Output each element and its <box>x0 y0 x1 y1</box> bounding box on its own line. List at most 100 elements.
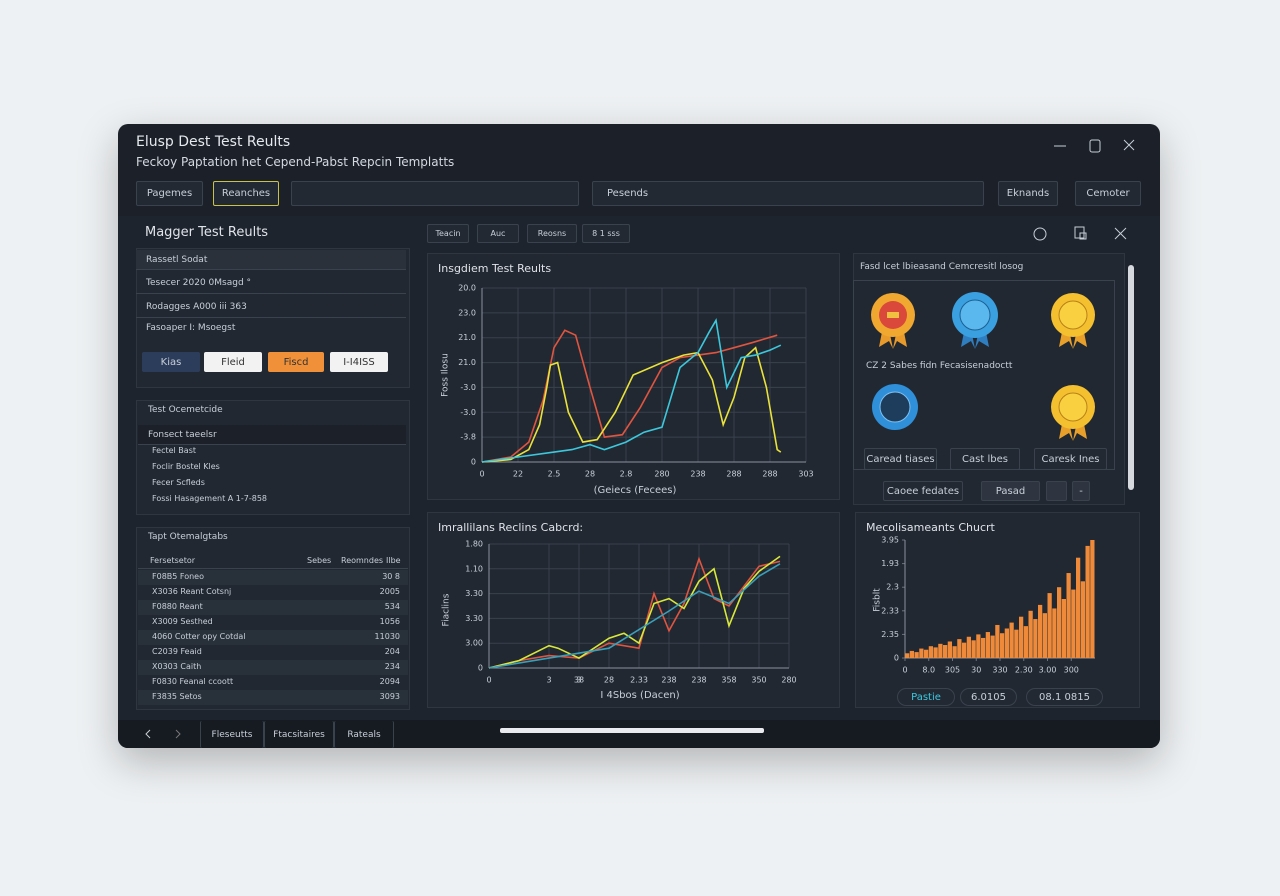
badge-action[interactable] <box>1046 481 1067 501</box>
footer-tab[interactable]: Ftacsitaires <box>264 721 334 748</box>
bar <box>952 646 957 658</box>
list-item[interactable]: Fossi Hasagement A 1-7-858 <box>152 494 268 503</box>
x-tick-label: 238 <box>690 470 705 479</box>
table-row[interactable] <box>138 675 408 690</box>
bar <box>1014 629 1019 658</box>
badge-button[interactable]: Caresk Ines <box>1034 448 1107 470</box>
input[interactable] <box>291 181 579 206</box>
table-row[interactable] <box>138 570 408 585</box>
badge-action[interactable]: - <box>1072 481 1090 501</box>
window-controls[interactable] <box>1040 136 1150 156</box>
bar <box>914 652 919 658</box>
toolbar-action[interactable]: Cemoter <box>1075 181 1141 206</box>
slider[interactable] <box>500 728 764 733</box>
bar <box>1047 593 1052 658</box>
table-cell: 534 <box>384 602 400 611</box>
badge-button[interactable]: Cast lbes <box>950 448 1020 470</box>
bar <box>1090 540 1095 658</box>
bar <box>995 624 1000 658</box>
table-row[interactable] <box>138 615 408 630</box>
line <box>488 555 781 669</box>
table-cell: X3036 Reant Cotsnj <box>152 587 232 596</box>
dropdown[interactable]: Rodagges A000 iii 363 <box>136 296 406 318</box>
toolbar-button[interactable]: Pagemes <box>136 181 203 206</box>
table-header: Reomndes <box>341 556 384 565</box>
dropdown[interactable]: Rassetl Sodat <box>136 250 406 270</box>
chart-title: Mecolisameants Chucrt <box>866 521 996 534</box>
chip[interactable]: I-I4ISS <box>330 352 388 372</box>
y-tick-label: 2.35 <box>881 630 899 639</box>
tab[interactable]: 8 1 sss <box>582 224 630 243</box>
chip[interactable]: Fiscd <box>268 352 324 372</box>
x-tick-label: 300 <box>1064 666 1079 675</box>
table-row[interactable] <box>138 645 408 660</box>
table-row[interactable] <box>138 585 408 600</box>
table-cell: 234 <box>384 662 400 671</box>
y-tick-label: -3.0 <box>460 408 476 417</box>
bar <box>1004 628 1009 658</box>
x-tick-label: 358 <box>721 676 736 685</box>
bar <box>1085 545 1090 658</box>
footer <box>118 720 1160 748</box>
y-tick-label: 20.0 <box>458 284 476 293</box>
x-tick-label: 350 <box>751 676 766 685</box>
x-tick-label: 280 <box>654 470 669 479</box>
y-tick-label: 3.30 <box>465 614 483 623</box>
x-tick-label: 8.0 <box>922 666 935 675</box>
search[interactable]: Pesends <box>592 181 984 206</box>
badge-button[interactable]: Caread tiases <box>864 448 937 470</box>
table-cell: X3009 Sesthed <box>152 617 213 626</box>
bar <box>981 637 986 658</box>
chart-panel <box>427 512 840 708</box>
x-tick-label: 28 <box>585 470 595 479</box>
pager-button[interactable]: Pastie <box>897 688 955 706</box>
pager-button[interactable]: 6.0105 <box>960 688 1017 706</box>
table-header: Ilbe <box>386 556 401 565</box>
badges <box>871 292 1095 441</box>
bar <box>1080 581 1085 658</box>
list-item[interactable]: Fecer Scfleds <box>152 478 205 487</box>
badge-action[interactable]: Caoee fedates <box>883 481 963 501</box>
badge-action[interactable]: Pasad <box>981 481 1040 501</box>
y-tick-label: 23.0 <box>458 308 476 317</box>
tab[interactable]: Reosns <box>527 224 577 243</box>
list-item[interactable]: Foclir Bostel Kles <box>152 462 220 471</box>
table-cell: C2039 Feaid <box>152 647 202 656</box>
table-cell: F3835 Setos <box>152 692 202 701</box>
tab[interactable]: Auc <box>477 224 519 243</box>
y-tick-label: 0 <box>478 664 483 673</box>
toolbar-button[interactable]: Reanches <box>213 181 279 206</box>
x-axis-label: (Geiecs (Fecees) <box>594 485 677 496</box>
dropdown[interactable]: Fonsect taeelsr <box>138 425 406 445</box>
pager-button[interactable]: 08.1 0815 <box>1026 688 1103 706</box>
badge-title: Fasd lcet lbieasand Cemcresitl losog <box>860 262 1024 272</box>
y-axis-label: Fisblt <box>873 588 883 612</box>
table-cell: 11030 <box>374 632 400 641</box>
x-tick-label: 305 <box>945 666 960 675</box>
x-tick-label: 3.00 <box>1039 666 1057 675</box>
footer-tab[interactable]: Fleseutts <box>200 721 264 748</box>
dropdown[interactable]: Tesecer 2020 0Msagd ° <box>136 272 406 294</box>
panel-icons[interactable] <box>1030 224 1140 244</box>
footer-nav[interactable] <box>140 724 200 744</box>
y-axis-label: Fiaclins <box>442 593 452 626</box>
chip[interactable]: Kias <box>142 352 200 372</box>
footer-tab[interactable]: Rateals <box>334 721 394 748</box>
line <box>481 317 782 463</box>
toolbar-action[interactable]: Eknands <box>998 181 1058 206</box>
x-tick-label: 330 <box>992 666 1007 675</box>
table-header: Fersetsetor <box>150 556 196 565</box>
table-row[interactable] <box>138 660 408 675</box>
table-row[interactable] <box>138 600 408 615</box>
scrollbar[interactable] <box>1128 265 1134 490</box>
table-row[interactable] <box>138 690 408 705</box>
tab[interactable]: Teacin <box>427 224 469 243</box>
y-tick-label: 0 <box>471 458 476 467</box>
table-row[interactable] <box>138 630 408 645</box>
list-item[interactable]: Fectel Bast <box>152 446 197 455</box>
chip[interactable]: Fleid <box>204 352 262 372</box>
bar <box>1028 610 1033 658</box>
bar <box>947 641 952 658</box>
table-cell: 30 8 <box>382 572 400 581</box>
